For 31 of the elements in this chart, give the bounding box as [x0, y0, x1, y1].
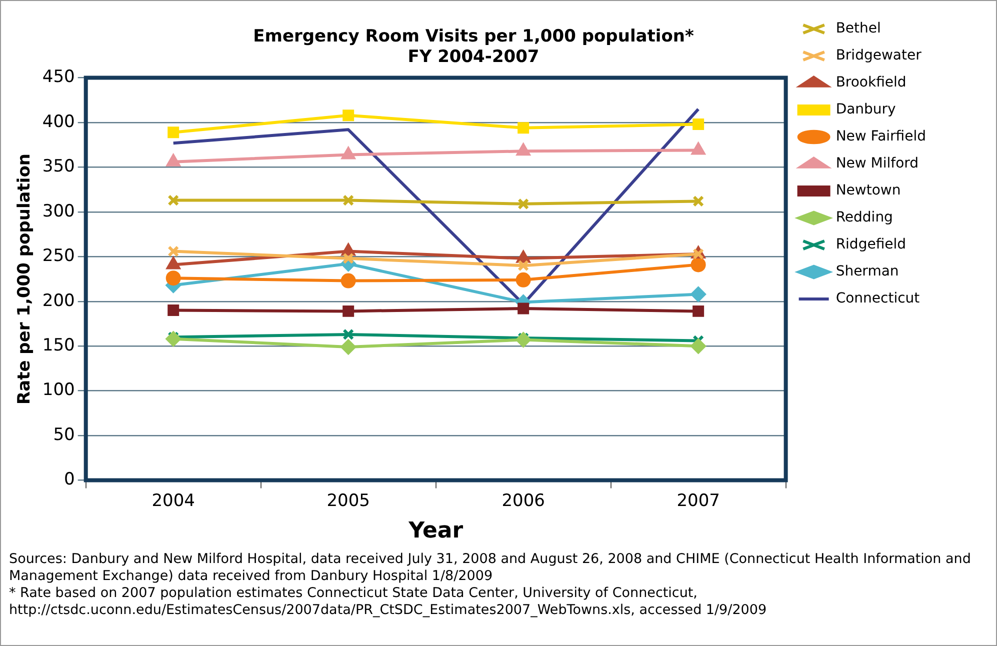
legend-label: New Fairfield — [836, 128, 926, 145]
chart-title: Emergency Room Visits per 1,000 population* — [253, 26, 694, 47]
y-tick-label: 450 — [42, 67, 75, 88]
x-tick-label: 2007 — [676, 490, 720, 511]
y-tick-label: 200 — [42, 290, 75, 311]
x-tick-label: 2006 — [502, 490, 545, 511]
y-tick-label: 400 — [42, 112, 75, 132]
y-tick-label: 100 — [42, 380, 75, 400]
legend-label: Brookfield — [836, 74, 906, 91]
y-tick-label: 300 — [42, 201, 75, 222]
legend-label: Sherman — [836, 264, 899, 280]
y-axis-title: Rate per 1,000 population — [14, 154, 35, 404]
y-tick-label: 150 — [42, 335, 75, 356]
source-note: Sources: Danbury and New Milford Hospital, data received July 31, 2008 and August 26, 2008 and CHIME (Connecticut Health Information and Management Exchange) data received from Danbury Hospital 1/8/2009 — [9, 551, 972, 585]
y-tick-label: 350 — [42, 156, 75, 177]
legend-label: Ridgefield — [836, 236, 906, 253]
text: * Rate based on 2007 population estimates Connecticut State Data Center, University of Connecticut, http://ctsdc.uconn.edu/EstimatesCensus/2007data/PR_CtSDC_Estimates2007_WebTowns.xls, accessed 1/9/2009 — [9, 585, 768, 619]
x-axis-title: Year — [408, 518, 464, 544]
chart-subtitle: FY 2004-2007 — [408, 47, 540, 68]
legend-label: Connecticut — [836, 290, 920, 307]
y-tick-label: 250 — [42, 246, 75, 266]
legend-label: Bridgewater — [836, 48, 922, 64]
x-tick-label: 2005 — [326, 490, 370, 511]
x-tick-label: 2004 — [152, 490, 195, 511]
y-tick-label: 50 — [53, 424, 75, 445]
legend-label: New Milford — [836, 156, 919, 172]
legend-label: Danbury — [836, 102, 896, 118]
y-tick-label: 0 — [64, 470, 75, 490]
legend-label: Bethel — [836, 20, 881, 37]
legend-label: Newtown — [836, 182, 901, 199]
legend-label: Redding — [836, 210, 893, 226]
